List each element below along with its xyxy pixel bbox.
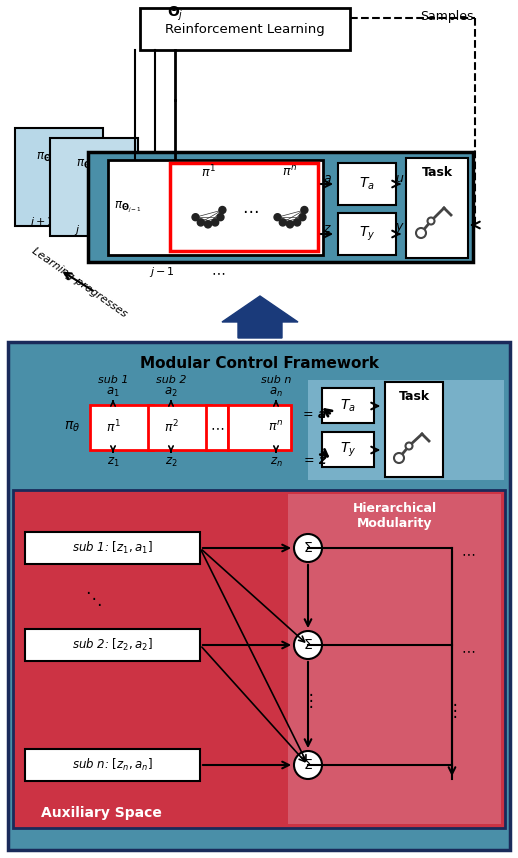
Text: $\vdots$: $\vdots$ (303, 691, 313, 710)
Bar (322, 432, 374, 467)
Circle shape (394, 453, 404, 463)
Text: $z$: $z$ (323, 221, 332, 234)
Bar (13, 490, 505, 828)
Circle shape (294, 534, 322, 562)
Bar (140, 8, 350, 50)
Text: $\pi^1$: $\pi^1$ (200, 164, 215, 180)
Bar (170, 163, 318, 251)
Text: $\pi^1$: $\pi^1$ (106, 419, 120, 435)
Circle shape (279, 219, 286, 226)
Text: Task: Task (422, 166, 453, 179)
Bar (148, 405, 211, 450)
Text: Auxiliary Space: Auxiliary Space (40, 806, 162, 820)
Bar (25, 629, 200, 661)
Text: $\pi^n$: $\pi^n$ (282, 165, 297, 179)
Circle shape (406, 443, 412, 450)
Text: $j-1$: $j-1$ (149, 265, 175, 279)
Text: Samples: Samples (420, 10, 473, 23)
Text: $j+1$: $j+1$ (29, 215, 55, 229)
Text: $a_1$: $a_1$ (106, 385, 120, 399)
Bar (406, 158, 468, 258)
Bar (25, 749, 200, 781)
Text: Reinforcement Learning: Reinforcement Learning (165, 22, 325, 35)
Text: sub 1: $[z_1, a_1]$: sub 1: $[z_1, a_1]$ (71, 540, 152, 556)
Text: $= \, \boldsymbol{a}$: $= \, \boldsymbol{a}$ (300, 408, 327, 421)
Polygon shape (222, 296, 298, 338)
Text: Modular Control Framework: Modular Control Framework (139, 357, 379, 372)
Circle shape (294, 751, 322, 779)
Bar (15, 128, 103, 226)
Circle shape (274, 214, 281, 221)
Text: $y$: $y$ (395, 221, 405, 235)
Text: $\vdots$: $\vdots$ (447, 700, 457, 720)
Text: $\cdots$: $\cdots$ (461, 546, 475, 560)
Bar (25, 532, 200, 564)
Text: $\pi_{\mathbf{\Theta}_{j-1}}$: $\pi_{\mathbf{\Theta}_{j-1}}$ (114, 199, 142, 214)
Text: $a$: $a$ (323, 172, 332, 184)
Text: Hierarchical
Modularity: Hierarchical Modularity (352, 502, 437, 530)
Bar (108, 160, 323, 255)
Circle shape (212, 219, 219, 226)
Circle shape (301, 207, 308, 214)
Circle shape (197, 219, 204, 226)
Circle shape (427, 217, 435, 225)
Text: $= \, \boldsymbol{z}$: $= \, \boldsymbol{z}$ (300, 454, 327, 467)
Text: $\pi_\theta$: $\pi_\theta$ (64, 420, 80, 434)
Text: $j$: $j$ (74, 223, 80, 237)
Circle shape (217, 214, 224, 221)
Text: $T_a$: $T_a$ (359, 176, 375, 192)
Text: $\Sigma$: $\Sigma$ (303, 638, 313, 652)
Text: sub 2: $[z_2, a_2]$: sub 2: $[z_2, a_2]$ (71, 637, 152, 653)
Bar (206, 405, 228, 450)
Text: $\mathbf{\Theta}_j$: $\mathbf{\Theta}_j$ (167, 5, 183, 23)
Circle shape (219, 207, 226, 214)
Text: $T_y$: $T_y$ (340, 441, 356, 459)
Text: sub n: $[z_n, a_n]$: sub n: $[z_n, a_n]$ (71, 757, 152, 773)
Circle shape (299, 214, 306, 221)
Bar (90, 405, 153, 450)
Bar (338, 163, 396, 205)
Text: $\pi_{\mathbf{\Theta}_{j+1}}$: $\pi_{\mathbf{\Theta}_{j+1}}$ (36, 150, 64, 166)
Text: $\pi_{\mathbf{\Theta}_j}$: $\pi_{\mathbf{\Theta}_j}$ (76, 158, 94, 172)
Bar (338, 213, 396, 255)
Bar (228, 405, 291, 450)
Circle shape (205, 221, 211, 228)
Text: sub n: sub n (261, 375, 291, 385)
Text: sub 1: sub 1 (98, 375, 128, 385)
Text: $\Sigma$: $\Sigma$ (303, 541, 313, 555)
Text: $a_n$: $a_n$ (269, 385, 283, 399)
Circle shape (286, 221, 294, 228)
Text: $\cdots$: $\cdots$ (242, 201, 258, 219)
Text: $\cdots$: $\cdots$ (461, 643, 475, 657)
Circle shape (294, 631, 322, 659)
Text: Task: Task (398, 390, 429, 403)
Text: sub 2: sub 2 (156, 375, 186, 385)
Bar (385, 382, 443, 477)
Text: $\cdots$: $\cdots$ (211, 265, 225, 279)
Text: $z_2$: $z_2$ (165, 456, 177, 468)
Bar (8, 342, 510, 850)
Circle shape (294, 219, 301, 226)
Text: $\pi^2$: $\pi^2$ (164, 419, 178, 435)
Text: $\Sigma$: $\Sigma$ (303, 758, 313, 772)
Text: $\ddots$: $\ddots$ (84, 589, 102, 607)
Circle shape (192, 214, 199, 221)
Circle shape (416, 228, 426, 238)
Text: $a_2$: $a_2$ (164, 385, 178, 399)
Text: Learning progresses: Learning progresses (30, 245, 129, 318)
Bar (88, 152, 473, 262)
Bar (288, 494, 501, 824)
Text: $T_y$: $T_y$ (359, 225, 375, 243)
Text: $z_n$: $z_n$ (269, 456, 282, 468)
Text: $u$: $u$ (395, 172, 405, 184)
Bar (322, 388, 374, 423)
Bar (50, 138, 138, 236)
Text: $z_1$: $z_1$ (107, 456, 119, 468)
Text: $T_a$: $T_a$ (340, 398, 356, 414)
Bar (308, 380, 504, 480)
Text: $\pi^n$: $\pi^n$ (268, 420, 283, 434)
Text: $\cdots$: $\cdots$ (210, 420, 224, 434)
